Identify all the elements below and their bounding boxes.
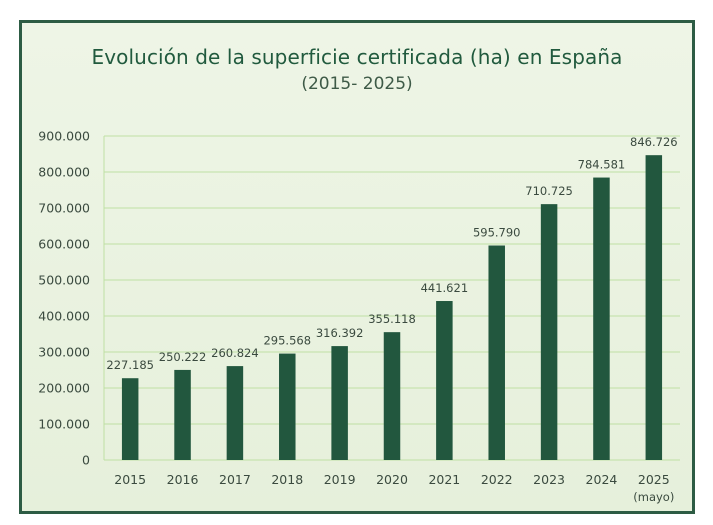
- bar-chart: 0 100.000 200.000 300.000 400.000 500.000 600.…: [38, 129, 680, 504]
- bar-2019: [331, 346, 348, 460]
- y-tick-label: 300.000: [38, 345, 90, 360]
- bar-2020: [383, 332, 401, 460]
- value-label: 595.790: [473, 226, 521, 240]
- bar-2018: [279, 353, 296, 460]
- x-tick-label: 2022: [481, 472, 513, 487]
- chart-title: Evolución de la superficie certificada (…: [91, 45, 623, 69]
- bar-2015: [121, 378, 139, 460]
- chart-subtitle: (2015- 2025): [301, 74, 413, 94]
- value-label: 441.621: [421, 281, 469, 295]
- y-tick-label: 900.000: [38, 129, 90, 144]
- bar-2017: [226, 366, 244, 460]
- value-label: 250.222: [159, 350, 207, 364]
- value-label: 355.118: [368, 312, 416, 326]
- bar-2021: [436, 301, 453, 460]
- bar-2024: [593, 177, 610, 460]
- value-label: 846.726: [630, 135, 678, 149]
- y-tick-label: 200.000: [38, 381, 90, 396]
- y-tick-label: 800.000: [38, 165, 90, 180]
- value-label: 784.581: [578, 158, 626, 172]
- y-tick-label: 700.000: [38, 201, 90, 216]
- x-tick-label: 2015: [114, 472, 146, 487]
- y-tick-label: 600.000: [38, 237, 90, 252]
- x-tick-label: 2016: [167, 472, 199, 487]
- y-tick-label: 100.000: [38, 417, 90, 432]
- x-tick-label: 2021: [428, 472, 460, 487]
- x-tick-label: 2024: [586, 472, 618, 487]
- bar-2025: [645, 155, 663, 460]
- value-label: 710.725: [525, 184, 573, 198]
- x-tick-label: 2023: [533, 472, 565, 487]
- x-tick-label: 2020: [376, 472, 408, 487]
- bar-2023: [540, 204, 558, 460]
- x-tick-label: 2025: [638, 472, 670, 487]
- x-tick-label: 2018: [271, 472, 303, 487]
- chart-frame: Evolución de la superficie certificada (…: [19, 20, 695, 514]
- value-label: 295.568: [263, 334, 311, 348]
- value-label: 227.185: [106, 358, 154, 372]
- y-tick-label: 400.000: [38, 309, 90, 324]
- value-label: 316.392: [316, 326, 364, 340]
- y-tick-label: 500.000: [38, 273, 90, 288]
- x-tick-label: 2017: [219, 472, 251, 487]
- y-tick-label: 0: [82, 453, 90, 468]
- x-tick-sublabel: (mayo): [633, 490, 674, 504]
- bar-2022: [488, 245, 505, 460]
- bar-2016: [174, 369, 191, 460]
- x-tick-label: 2019: [324, 472, 356, 487]
- value-label: 260.824: [211, 346, 259, 360]
